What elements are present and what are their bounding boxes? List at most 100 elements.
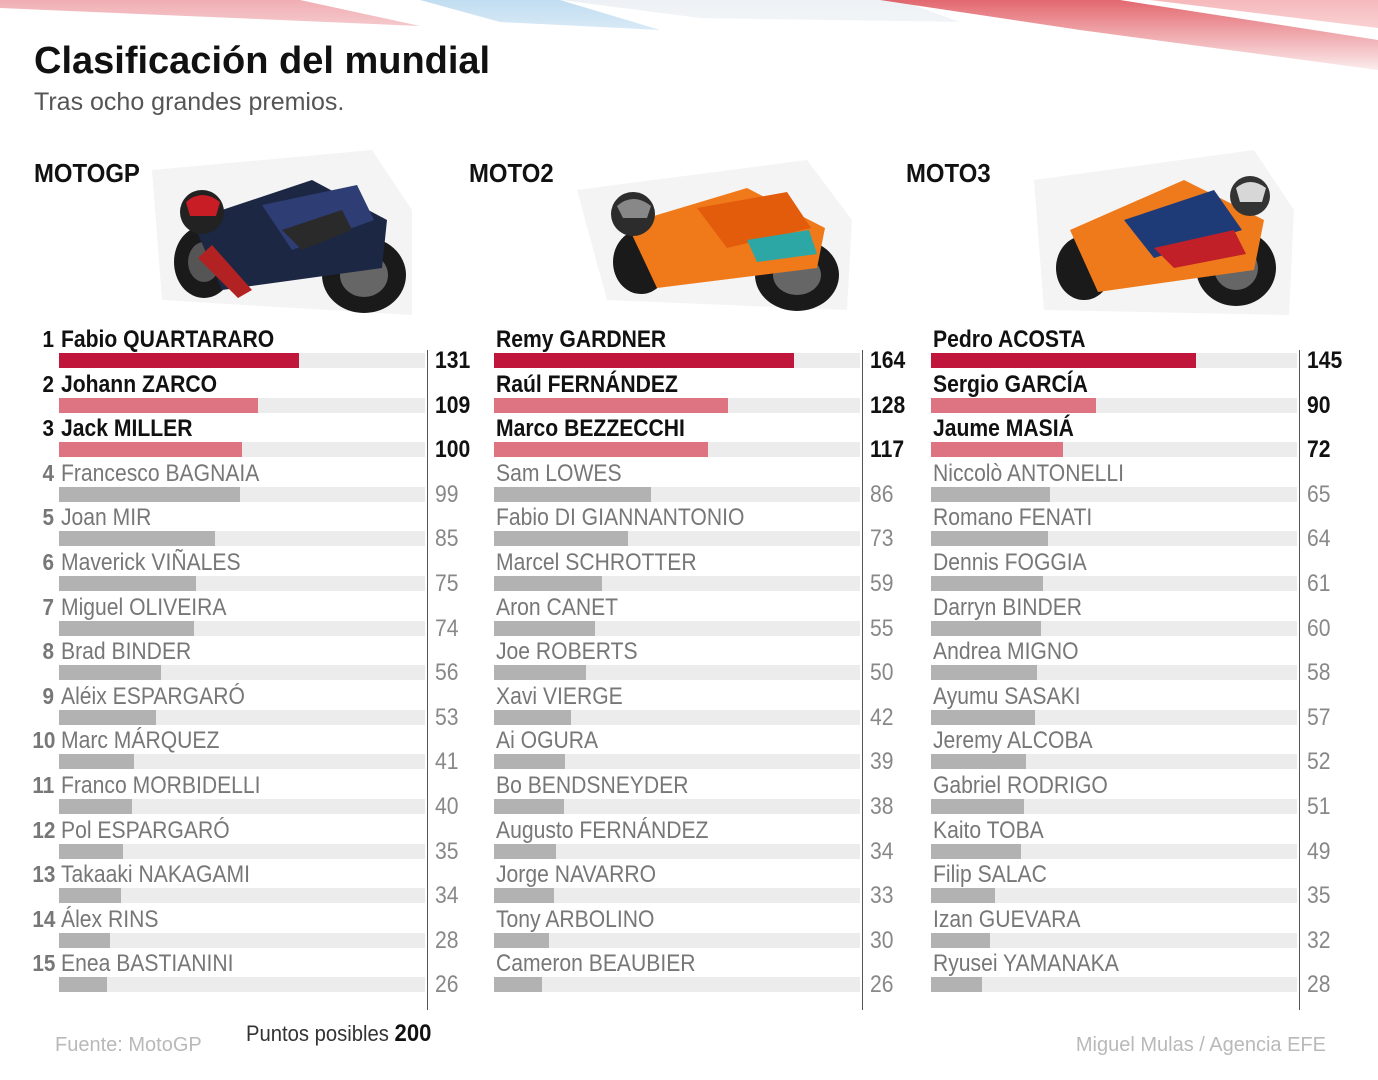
rider-name: Fabio QUARTARARO <box>61 326 275 353</box>
standings-row: Xavi VIERGE 42 <box>465 681 905 731</box>
points-bar <box>931 486 1050 502</box>
rank-label: 9 <box>42 682 54 709</box>
standings-row: Aron CANET 55 <box>465 592 905 642</box>
bar-track <box>931 665 1297 681</box>
bar-track <box>494 709 860 725</box>
rank-label: 5 <box>42 504 54 531</box>
bar-track <box>931 888 1297 904</box>
points-value: 85 <box>435 525 459 553</box>
points-value: 30 <box>870 926 894 954</box>
rider-name: Tony ARBOLINO <box>496 905 655 933</box>
points-value: 57 <box>1307 703 1331 731</box>
motorcycle-rider-icon <box>1034 150 1294 315</box>
standings-row: Filip SALAC 35 <box>902 859 1342 909</box>
rank-label: 10 <box>32 727 56 754</box>
points-bar <box>494 977 542 993</box>
points-bar <box>494 353 795 368</box>
bar-track <box>931 442 1297 458</box>
standings-row: Kaito TOBA 49 <box>902 815 1342 865</box>
points-bar <box>931 709 1036 725</box>
rider-name: Filip SALAC <box>933 861 1047 889</box>
points-bar <box>59 486 241 502</box>
rider-name: Álex RINS <box>61 905 159 933</box>
bar-track <box>494 665 860 681</box>
standings-row: 2 Johann ZARCO 109 <box>30 369 470 419</box>
points-bar <box>494 799 564 814</box>
standings-row: 15 Enea BASTIANINI 26 <box>30 948 470 998</box>
points-value: 72 <box>1307 436 1331 464</box>
rider-name: Fabio DI GIANNANTONIO <box>496 504 745 532</box>
rider-name: Jaume MASIÁ <box>933 415 1074 443</box>
points-value: 61 <box>1307 570 1331 597</box>
rider-name: Marc MÁRQUEZ <box>61 727 220 755</box>
points-value: 38 <box>870 793 894 820</box>
points-value: 59 <box>870 570 894 597</box>
rider-name: Sergio GARCÍA <box>933 370 1088 398</box>
bar-track <box>931 843 1297 859</box>
rider-name: Brad BINDER <box>61 638 192 666</box>
points-bar <box>494 709 571 725</box>
rider-name: Sam LOWES <box>496 459 622 487</box>
points-bar <box>59 620 195 636</box>
bar-track <box>494 442 860 458</box>
points-bar <box>931 932 990 948</box>
standings-row: Sergio GARCÍA 90 <box>902 369 1342 419</box>
rider-name: Augusto FERNÁNDEZ <box>496 816 709 844</box>
max-points-note: Puntos posibles 200 <box>246 1020 431 1048</box>
bar-track <box>59 843 425 859</box>
bar-track <box>494 799 860 814</box>
bar-track <box>59 888 425 904</box>
points-bar <box>59 932 111 948</box>
points-value: 51 <box>1307 793 1331 820</box>
rank-label: 11 <box>32 772 55 798</box>
points-bar <box>59 843 124 859</box>
bar-track <box>59 353 425 368</box>
rider-name: Jorge NAVARRO <box>496 861 657 889</box>
points-bar <box>59 442 242 458</box>
rider-name: Enea BASTIANINI <box>61 950 234 978</box>
points-value: 49 <box>1307 837 1331 865</box>
rank-label: 8 <box>42 638 54 665</box>
points-value: 53 <box>435 703 459 731</box>
rank-label: 15 <box>32 950 56 977</box>
points-bar <box>59 531 215 547</box>
points-value: 40 <box>435 793 459 820</box>
standings-row: Remy GARDNER 164 <box>465 324 905 374</box>
standings-row: 10 Marc MÁRQUEZ 41 <box>30 725 470 775</box>
standings-row: 9 Aléix ESPARGARÓ 53 <box>30 681 470 731</box>
points-value: 65 <box>1307 480 1331 508</box>
points-value: 52 <box>1307 748 1331 776</box>
rider-name: Marco BEZZECCHI <box>496 415 685 443</box>
panel-motogp: MOTOGP 1 Fabio QUARTARARO 131 2 Johann ZARCO… <box>30 150 470 1020</box>
bar-track <box>59 397 425 413</box>
points-bar <box>494 932 549 948</box>
points-bar <box>59 576 197 591</box>
points-bar <box>931 576 1043 591</box>
standings-row: Bo BENDSNEYDER 38 <box>465 770 905 820</box>
points-bar <box>931 531 1049 547</box>
standings-row: Tony ARBOLINO 30 <box>465 904 905 954</box>
bar-track <box>931 799 1297 814</box>
points-bar <box>931 888 996 904</box>
source-note: Fuente: MotoGP <box>55 1034 202 1056</box>
page-title: Clasificación del mundial <box>34 40 491 82</box>
bar-track <box>59 442 425 458</box>
bar-track <box>59 977 425 993</box>
bar-track <box>494 843 860 859</box>
rider-name: Ayumu SASAKI <box>933 682 1081 710</box>
standings-row: Raúl FERNÁNDEZ 128 <box>465 369 905 419</box>
rank-label: 13 <box>32 861 56 888</box>
standings-row: Augusto FERNÁNDEZ 34 <box>465 815 905 865</box>
rank-label: 6 <box>42 549 54 575</box>
points-value: 32 <box>1307 926 1331 954</box>
rider-name: Remy GARDNER <box>496 326 667 353</box>
standings-row: Fabio DI GIANNANTONIO 73 <box>465 502 905 552</box>
max-points-label: Puntos posibles <box>246 1021 389 1046</box>
points-value: 58 <box>1307 659 1331 687</box>
rider-name: Francesco BAGNAIA <box>61 459 260 487</box>
points-bar <box>494 442 709 458</box>
max-points-value: 200 <box>394 1020 432 1047</box>
standings-row: Ryusei YAMANAKA 28 <box>902 948 1342 998</box>
points-value: 28 <box>435 926 459 954</box>
axis-line <box>1299 350 1300 1010</box>
